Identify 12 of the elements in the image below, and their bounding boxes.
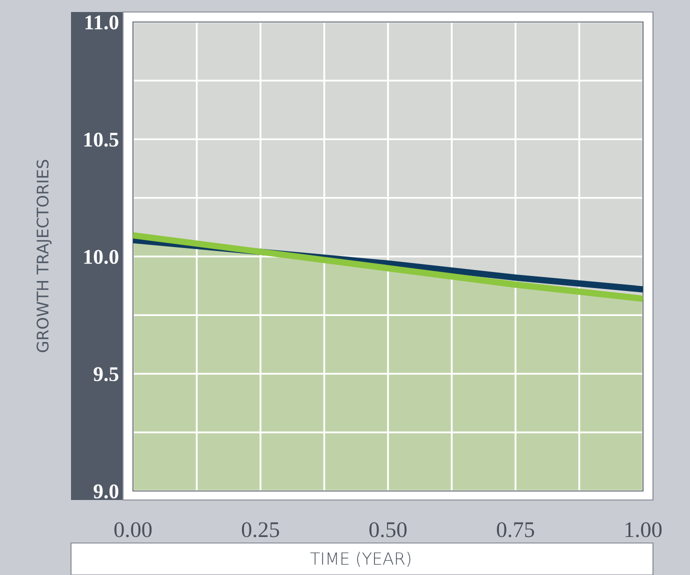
y-tick-label: 9.0	[94, 484, 118, 499]
x-axis-title: TIME (YEAR)	[310, 552, 410, 567]
y-tick-label: 9.5	[94, 367, 118, 382]
y-tick-label: 10.0	[84, 250, 118, 264]
y-tick-label: 11.0	[85, 15, 118, 30]
x-tick-label: 0.25	[242, 522, 280, 538]
x-tick-label: 0.75	[496, 522, 534, 538]
x-tick-label: 1.00	[626, 522, 662, 538]
y-tick-label: 10.5	[84, 132, 118, 147]
y-axis-title: GROWTH TRAJECTORIES	[36, 160, 52, 352]
x-tick-label: 0.00	[114, 522, 152, 538]
x-tick-label: 0.50	[369, 522, 407, 538]
